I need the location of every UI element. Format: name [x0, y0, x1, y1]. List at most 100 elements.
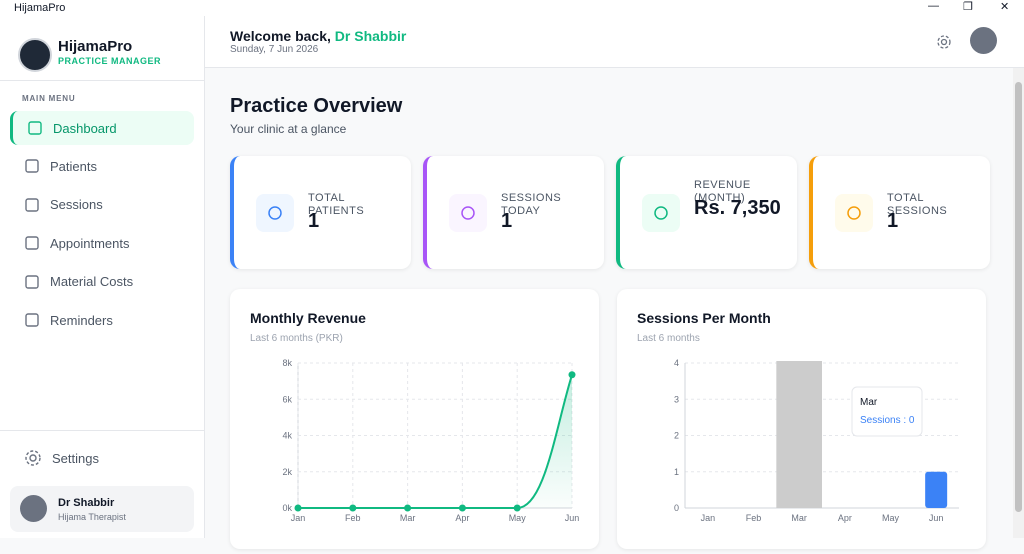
close[interactable]: ✕: [1000, 1, 1010, 13]
y-tick-label: 2k: [282, 467, 292, 477]
menu-label: Patients: [50, 158, 97, 174]
page-title: Practice Overview: [230, 95, 403, 117]
menu-item[interactable]: Dashboard: [10, 111, 194, 145]
user-name: Dr Shabbir: [334, 28, 407, 44]
scrollbar[interactable]: [1013, 68, 1024, 538]
date: Sunday, 7 Jun 2026: [230, 44, 319, 55]
settings-icon[interactable]: [936, 34, 952, 50]
menu-label: MAIN MENU: [22, 94, 76, 103]
chart-subtitle: Last 6 months (PKR): [250, 333, 343, 344]
brand-logo: [18, 38, 52, 72]
point: [404, 504, 412, 512]
brand: HijamaPro: [58, 38, 133, 55]
minimize[interactable]: —: [928, 0, 939, 12]
x-tick-label: Jun: [929, 513, 944, 523]
avatar[interactable]: [970, 27, 997, 54]
x-tick-label: May: [509, 513, 527, 523]
point: [458, 504, 466, 512]
user-card[interactable]: Dr Shabbir Hijama Therapist: [10, 486, 194, 532]
settings-link[interactable]: Settings: [10, 441, 194, 475]
point: [294, 504, 302, 512]
stat-card: TOTAL PATIENTS 1: [230, 156, 411, 269]
stat-value: 1: [308, 209, 320, 232]
y-tick-label: 0k: [282, 503, 292, 513]
y-tick-label: 0: [674, 503, 679, 513]
point: [349, 504, 357, 512]
x-tick-label: Apr: [838, 513, 852, 523]
separator: :: [901, 415, 909, 426]
menu-item[interactable]: Material Costs: [10, 265, 194, 299]
stat-label: TOTAL SESSIONS: [887, 191, 948, 217]
point: [513, 504, 521, 512]
menu-item[interactable]: Reminders: [10, 303, 194, 337]
x-tick-label: Feb: [746, 513, 762, 523]
menu-label: Reminders: [50, 312, 113, 328]
x-tick-label: Jan: [701, 513, 716, 523]
stat-card: REVENUE (MONTH) Rs. 7,350: [616, 156, 797, 269]
stat-value: 1: [501, 209, 513, 232]
header: Welcome back, Dr Shabbir Sunday, 7 Jun 2…: [205, 16, 1024, 68]
user-name: Dr Shabbir: [58, 497, 115, 509]
tooltip-value: Sessions : 0: [860, 415, 915, 426]
tooltip-box: [851, 386, 923, 437]
x-tick-label: Mar: [400, 513, 416, 523]
stat-icon: [642, 194, 680, 232]
menu-label: Dashboard: [53, 120, 117, 136]
stat-value: 1: [887, 209, 899, 232]
chart-title: Sessions Per Month: [637, 310, 771, 326]
menu-item[interactable]: Sessions: [10, 188, 194, 222]
title-bar: HijamaPro — ❐ ✕: [0, 0, 1024, 16]
stat-card: SESSIONS TODAY 1: [423, 156, 604, 269]
chart: Sessions Per Month Last 6 months 0 1 2 3 4 Jan F…: [637, 310, 959, 523]
page-subtitle: Your clinic at a glance: [230, 122, 347, 136]
y-tick-label: 2: [674, 431, 679, 441]
tooltip: Mar Sessions : 0: [851, 386, 923, 437]
settings-label: Settings: [52, 450, 99, 466]
stat-icon: [835, 194, 873, 232]
chart-card: Sessions Per Month Last 6 months 0 1 2 3 4 Jan F…: [617, 289, 986, 549]
point: [568, 371, 576, 379]
menu-item[interactable]: Patients: [10, 149, 194, 183]
x-tick-label: Feb: [345, 513, 361, 523]
stat-icon: [256, 194, 294, 232]
user-role: Hijama Therapist: [58, 512, 126, 522]
y-tick-label: 3: [674, 394, 679, 404]
stat-label: TOTAL PATIENTS: [308, 191, 365, 217]
menu-item[interactable]: Appointments: [10, 226, 194, 260]
chart-card: Monthly Revenue Last 6 months (PKR) 0k 2k 4k…: [230, 289, 599, 549]
menu-label: Appointments: [50, 235, 130, 251]
stat-icon: [449, 194, 487, 232]
x-tick-label: Jun: [565, 513, 580, 523]
x-tick-label: Apr: [455, 513, 469, 523]
x-tick-label: Jan: [291, 513, 306, 523]
menu-label: Material Costs: [50, 274, 134, 290]
chart: Monthly Revenue Last 6 months (PKR) 0k 2k 4k…: [250, 310, 580, 523]
value: 0: [909, 415, 915, 426]
x-tick-label: May: [882, 513, 900, 523]
line: [297, 374, 573, 509]
stat-label: REVENUE (MONTH): [694, 179, 751, 204]
stat-value: Rs. 7,350: [694, 197, 781, 219]
bar: [925, 471, 948, 508]
y-tick-label: 4: [674, 358, 679, 368]
tooltip-label: Mar: [860, 397, 878, 408]
sidebar: HijamaPro PRACTICE MANAGER MAIN MENU Das…: [0, 16, 205, 538]
area: [298, 374, 572, 508]
window-title: HijamaPro: [14, 2, 66, 14]
series-name: Sessions: [860, 415, 901, 426]
y-tick-label: 4k: [282, 431, 292, 441]
y-tick-label: 1: [674, 467, 679, 477]
stat-card: TOTAL SESSIONS 1: [809, 156, 990, 269]
chart-subtitle: Last 6 months: [637, 333, 700, 344]
restore[interactable]: ❐: [963, 1, 973, 13]
x-tick-label: Mar: [791, 513, 807, 523]
app: HijamaPro — ❐ ✕ HijamaPro PRACTICE MANAG…: [0, 0, 1024, 538]
y-tick-label: 8k: [282, 358, 292, 368]
menu-label: Sessions: [50, 197, 103, 213]
avatar: [20, 495, 47, 522]
y-tick-label: 6k: [282, 394, 292, 404]
stat-label: SESSIONS TODAY: [501, 191, 562, 217]
greeting: Welcome back,: [230, 28, 331, 44]
hover-cursor: [776, 361, 822, 508]
tagline: PRACTICE MANAGER: [58, 56, 162, 66]
